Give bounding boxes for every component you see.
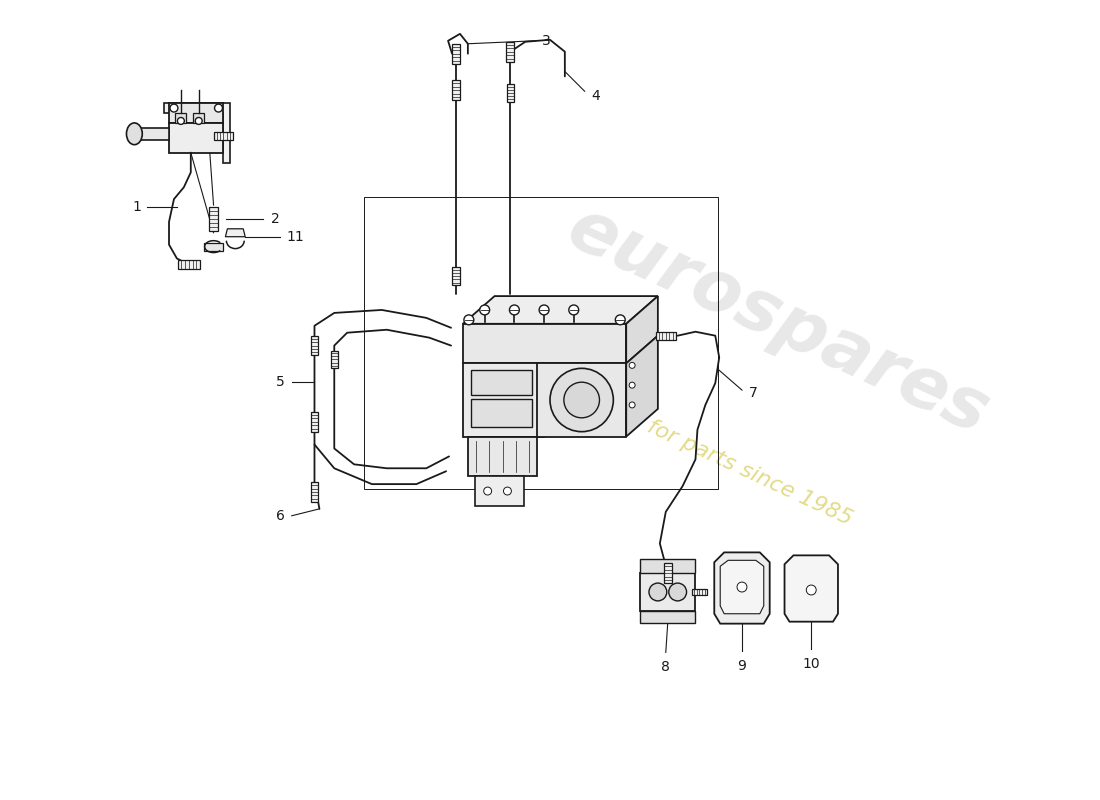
Bar <box>310 412 318 432</box>
Polygon shape <box>626 296 658 363</box>
Circle shape <box>737 582 747 592</box>
Polygon shape <box>169 123 223 153</box>
Bar <box>364 197 718 489</box>
Polygon shape <box>463 296 658 324</box>
Polygon shape <box>468 437 537 476</box>
Bar <box>471 399 532 426</box>
Text: 11: 11 <box>287 230 305 244</box>
Polygon shape <box>720 560 763 614</box>
Text: 10: 10 <box>802 658 821 671</box>
Circle shape <box>464 315 474 325</box>
Text: 7: 7 <box>749 386 758 400</box>
Bar <box>452 80 460 100</box>
Text: 1: 1 <box>132 200 141 214</box>
Bar <box>471 370 532 395</box>
Polygon shape <box>463 324 626 363</box>
Text: eurospares: eurospares <box>556 193 999 449</box>
Circle shape <box>629 362 635 368</box>
Circle shape <box>504 487 512 495</box>
Circle shape <box>569 305 579 315</box>
Polygon shape <box>640 559 695 573</box>
Bar <box>452 44 460 63</box>
Bar <box>663 563 672 583</box>
Bar <box>194 113 205 123</box>
Polygon shape <box>204 242 223 250</box>
Polygon shape <box>784 555 838 622</box>
Polygon shape <box>640 610 695 622</box>
Bar <box>692 589 707 595</box>
Polygon shape <box>714 552 770 624</box>
Circle shape <box>629 382 635 388</box>
Circle shape <box>539 305 549 315</box>
Circle shape <box>649 583 667 601</box>
Circle shape <box>550 368 614 432</box>
Bar <box>178 260 200 269</box>
Circle shape <box>484 487 492 495</box>
Text: 9: 9 <box>737 659 747 674</box>
Bar <box>506 42 515 62</box>
Polygon shape <box>475 476 525 506</box>
Polygon shape <box>626 336 658 437</box>
Polygon shape <box>463 363 544 437</box>
Circle shape <box>195 118 202 125</box>
Bar <box>507 84 514 102</box>
Polygon shape <box>164 103 230 162</box>
Circle shape <box>170 104 178 112</box>
Circle shape <box>806 585 816 595</box>
Text: 8: 8 <box>661 660 670 674</box>
Text: 2: 2 <box>271 212 279 226</box>
Circle shape <box>629 402 635 408</box>
Polygon shape <box>537 363 626 437</box>
Circle shape <box>564 382 600 418</box>
Ellipse shape <box>126 123 142 145</box>
Bar <box>452 267 460 286</box>
Circle shape <box>615 315 625 325</box>
Polygon shape <box>226 229 245 237</box>
Bar <box>209 207 218 230</box>
Text: a passion for parts since 1985: a passion for parts since 1985 <box>542 370 855 530</box>
Circle shape <box>480 305 490 315</box>
Polygon shape <box>640 573 695 610</box>
Polygon shape <box>169 103 223 123</box>
Bar <box>213 132 233 140</box>
Text: 3: 3 <box>542 34 551 48</box>
Bar <box>310 336 318 355</box>
Bar <box>175 113 186 123</box>
Circle shape <box>669 583 686 601</box>
Text: 5: 5 <box>276 375 285 389</box>
Text: 6: 6 <box>276 509 285 522</box>
Circle shape <box>214 104 222 112</box>
Circle shape <box>509 305 519 315</box>
Text: 4: 4 <box>592 89 601 103</box>
Polygon shape <box>134 128 169 140</box>
Bar <box>656 332 675 340</box>
Bar <box>331 350 338 368</box>
Circle shape <box>177 118 185 125</box>
Bar <box>310 482 318 502</box>
